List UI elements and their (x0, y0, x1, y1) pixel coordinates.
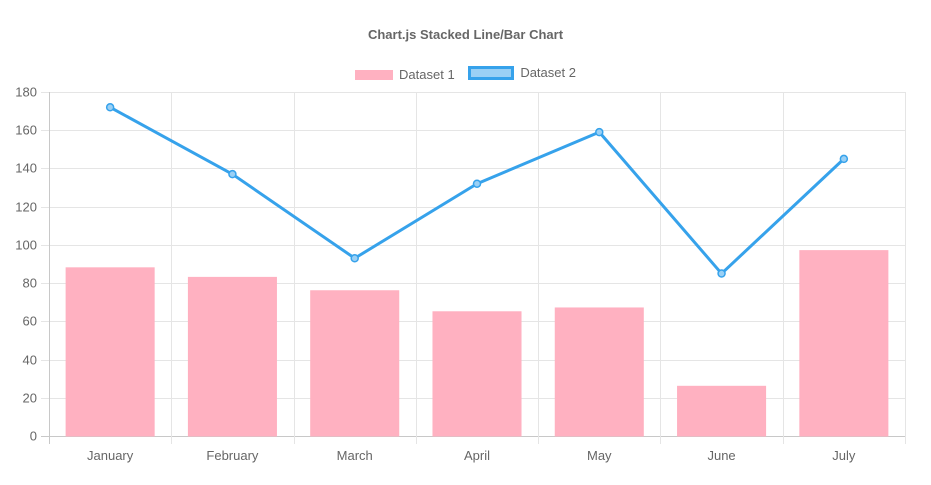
point-dataset-2 (472, 179, 482, 188)
bar-dataset-1 (554, 307, 644, 437)
point-dataset-2 (839, 154, 849, 164)
bar-series-dataset-1 (65, 250, 889, 437)
x-tick-label: July (832, 448, 856, 463)
line-dataset-2 (109, 105, 845, 276)
y-tick-label: 160 (15, 123, 37, 138)
point-dataset-2 (105, 103, 115, 112)
x-tick-label: March (337, 448, 373, 463)
y-tick-label: 0 (30, 429, 37, 444)
y-tick-label: 80 (23, 276, 37, 291)
y-axis: 0 20 40 60 80 100 120 140 160 180 (15, 85, 37, 444)
x-tick-label: February (206, 448, 259, 463)
legend-swatch-dataset-2 (468, 65, 515, 80)
x-tick-label: May (587, 448, 612, 463)
y-tick-label: 60 (23, 314, 37, 329)
legend-label-dataset-1: Dataset 1 (399, 67, 455, 82)
x-axis: January February March April May June July (87, 448, 856, 463)
x-tick-label: April (464, 448, 490, 463)
bar-dataset-1 (677, 385, 767, 437)
x-tick-label: June (707, 448, 735, 463)
point-dataset-2 (350, 254, 359, 263)
legend-label-dataset-2: Dataset 2 (520, 65, 576, 80)
y-tick-label: 120 (15, 200, 37, 215)
y-tick-label: 180 (15, 85, 37, 100)
chart-title: Chart.js Stacked Line/Bar Chart (367, 27, 564, 42)
bar-dataset-1 (65, 267, 155, 437)
legend: Dataset 1 Dataset 2 (0, 65, 931, 83)
bar-dataset-1 (432, 311, 522, 437)
legend-swatch-dataset-1 (355, 69, 394, 80)
point-dataset-2 (717, 269, 726, 278)
bar-dataset-1 (187, 276, 277, 437)
point-dataset-2 (228, 169, 237, 179)
y-tick-label: 100 (15, 238, 37, 253)
y-tick-label: 140 (15, 161, 37, 176)
legend-item-dataset-1[interactable]: Dataset 1 (355, 67, 455, 82)
bar-dataset-1 (799, 250, 889, 437)
y-tick-label: 40 (23, 353, 37, 368)
y-tick-label: 20 (23, 391, 37, 406)
point-dataset-2 (595, 127, 604, 137)
line-series-dataset-2 (105, 103, 849, 278)
legend-item-dataset-2[interactable]: Dataset 2 (468, 65, 576, 80)
x-tick-label: January (87, 448, 134, 463)
bar-dataset-1 (310, 290, 400, 437)
